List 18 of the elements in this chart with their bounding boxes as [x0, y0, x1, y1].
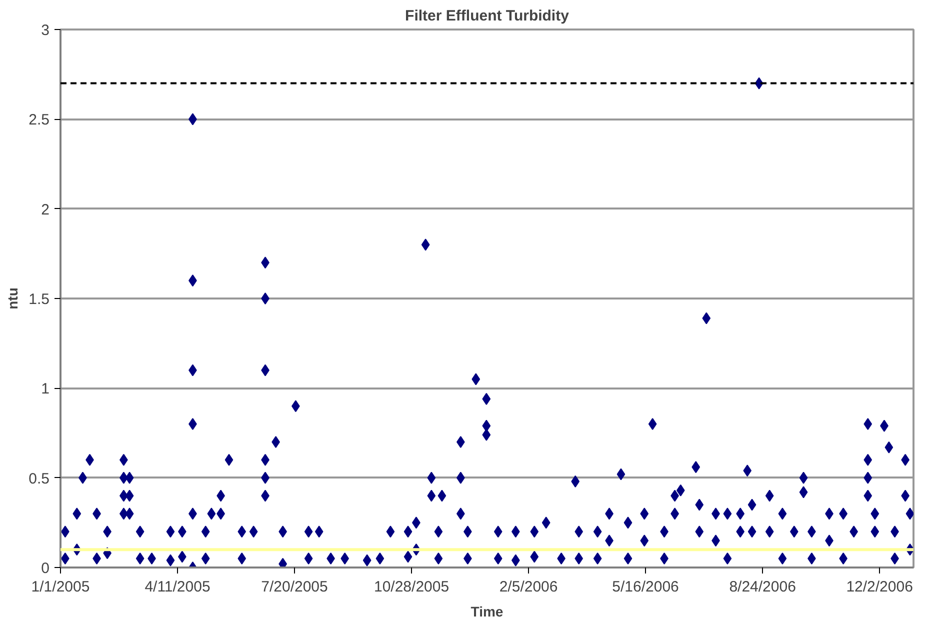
x-tick-label: 2/5/2006 — [499, 578, 558, 596]
x-tick-label: 8/24/2006 — [729, 578, 796, 596]
y-tick-label: 0.5 — [28, 470, 50, 488]
chart-title: Filter Effluent Turbidity — [405, 8, 570, 24]
x-axis-title: Time — [470, 604, 504, 620]
x-tick-label: 12/2/2006 — [846, 578, 913, 596]
y-tick-label: 2 — [41, 201, 50, 218]
y-axis-title: ntu — [4, 288, 21, 310]
x-tick-label: 5/16/2006 — [612, 578, 679, 596]
y-tick-label: 2.5 — [28, 112, 50, 129]
y-tick-label: 0 — [41, 560, 50, 577]
x-tick-label: 7/20/2005 — [261, 578, 328, 596]
y-tick-label: 3 — [41, 22, 50, 39]
x-tick-label: 10/28/2005 — [374, 578, 450, 596]
y-tick-label: 1 — [41, 380, 50, 398]
x-tick-label: 4/11/2005 — [144, 578, 210, 596]
x-tick-label: 1/1/2005 — [31, 578, 90, 596]
y-tick-label: 1.5 — [28, 291, 50, 308]
